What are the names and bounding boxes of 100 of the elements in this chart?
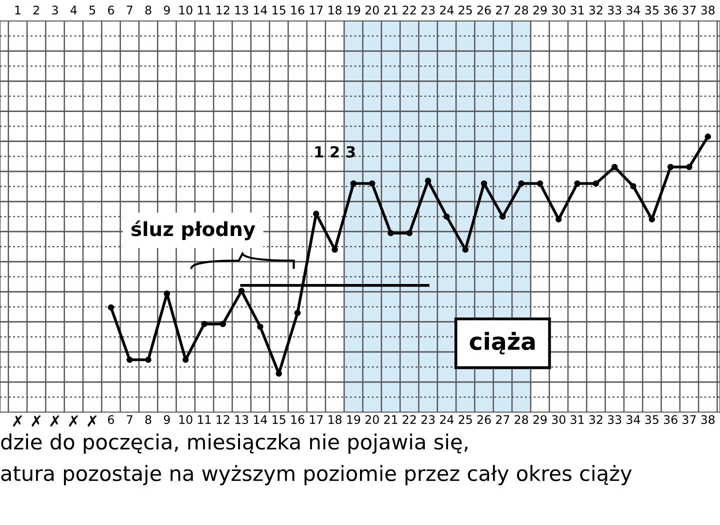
x-tick-label: 14 [254, 6, 268, 14]
x-tick-label: 21 [384, 6, 398, 14]
x-tick-label: 23 [421, 6, 435, 15]
point [704, 134, 711, 140]
x-tick-label: 37 [682, 6, 696, 15]
point [406, 230, 413, 236]
point [462, 246, 469, 253]
point [294, 310, 301, 316]
category-label: 8 [145, 415, 152, 424]
point [388, 230, 394, 236]
x-tick-label: 22 [402, 6, 416, 14]
category-label: 9 [164, 415, 170, 424]
x-tick-label: 8 [145, 6, 152, 15]
category-label: 36 [664, 415, 678, 424]
point [182, 356, 189, 363]
x-tick-label: 12 [216, 6, 230, 14]
text: ✗ [13, 415, 22, 427]
point [108, 304, 114, 311]
point [201, 320, 208, 328]
x-tick-label: 34 [626, 6, 640, 15]
category-label: 38 [701, 415, 715, 424]
category-label: 7 [126, 415, 132, 424]
point [500, 213, 506, 220]
category-label: 12 [216, 415, 230, 424]
category-label: 21 [384, 415, 398, 424]
point [518, 180, 524, 187]
category-label: 34 [626, 415, 640, 424]
x-tick-label: 33 [608, 6, 622, 15]
text: ✗ [50, 415, 60, 427]
point [686, 164, 692, 170]
point [424, 178, 432, 184]
x-tick-label: 17 [310, 6, 323, 14]
point [145, 356, 152, 363]
category-label: 22 [402, 415, 416, 424]
x-tick-label: 2 [33, 6, 39, 14]
text: atura pozostaje na wyższym poziomie przez cały okres ciąży [1, 465, 632, 486]
point [444, 213, 450, 220]
category-label: 14 [254, 415, 268, 424]
point [480, 180, 488, 187]
category-label: 32 [589, 415, 602, 424]
x-tick-label: 5 [89, 6, 96, 15]
point [574, 180, 580, 187]
point [611, 164, 618, 170]
point [164, 290, 170, 297]
x-tick-label: 10 [179, 6, 192, 15]
point [556, 216, 562, 222]
point [536, 180, 544, 187]
category-label: 27 [496, 415, 510, 424]
category-label: 31 [570, 415, 584, 424]
x-tick-label: 32 [589, 6, 602, 15]
category-label: 33 [608, 415, 622, 424]
category-label: 15 [272, 415, 286, 424]
category-label: 37 [682, 415, 696, 424]
category-label: 25 [458, 415, 472, 424]
x-tick-label: 1 [15, 6, 20, 14]
text: ✗ [69, 415, 78, 427]
point [667, 164, 674, 170]
point [126, 356, 133, 363]
text: ✗ [32, 415, 41, 427]
point [592, 180, 600, 187]
category-label: 29 [533, 415, 547, 424]
x-tick-label: 20 [365, 6, 379, 15]
x-tick-label: 28 [514, 6, 528, 15]
x-tick-label: 35 [645, 6, 658, 15]
x-tick-label: 18 [328, 6, 342, 15]
category-label: 10 [179, 415, 192, 424]
x-tick-label: 19 [347, 6, 360, 15]
category-label: 16 [291, 415, 304, 424]
point [648, 216, 656, 222]
x-tick-label: 13 [235, 6, 248, 15]
x-tick-label: 26 [477, 6, 491, 15]
x-tick-label: 24 [440, 6, 454, 14]
x-tick-label: 29 [533, 6, 547, 15]
category-label: 11 [198, 415, 211, 424]
x-tick-label: 38 [701, 6, 715, 15]
category-label: 24 [440, 415, 454, 424]
x-tick-label: 4 [70, 6, 77, 14]
x-tick-label: 9 [164, 6, 170, 15]
point [313, 210, 320, 217]
x-tick-label: 16 [291, 6, 304, 15]
category-label: 18 [328, 415, 342, 424]
category-label: 35 [645, 415, 658, 424]
category-label: 13 [235, 415, 248, 424]
text: 19 [347, 415, 360, 424]
text: 28 [514, 415, 528, 424]
x-tick-label: 31 [570, 6, 584, 15]
category-label: 30 [552, 415, 566, 424]
point [630, 183, 636, 190]
category-label: 6 [108, 415, 114, 424]
annotation: śluz płodny [132, 220, 256, 240]
category-label: 20 [365, 415, 379, 424]
text: ✗ [88, 415, 97, 427]
point [369, 180, 376, 187]
x-tick-label: 3 [52, 6, 58, 15]
x-tick-label: 11 [198, 6, 211, 14]
point [276, 370, 282, 377]
point [257, 324, 264, 330]
category-label: 23 [421, 415, 435, 424]
category-label: 17 [310, 415, 323, 424]
text: dzie do poczęcia, miesiączka nie pojawia się, [1, 434, 468, 454]
